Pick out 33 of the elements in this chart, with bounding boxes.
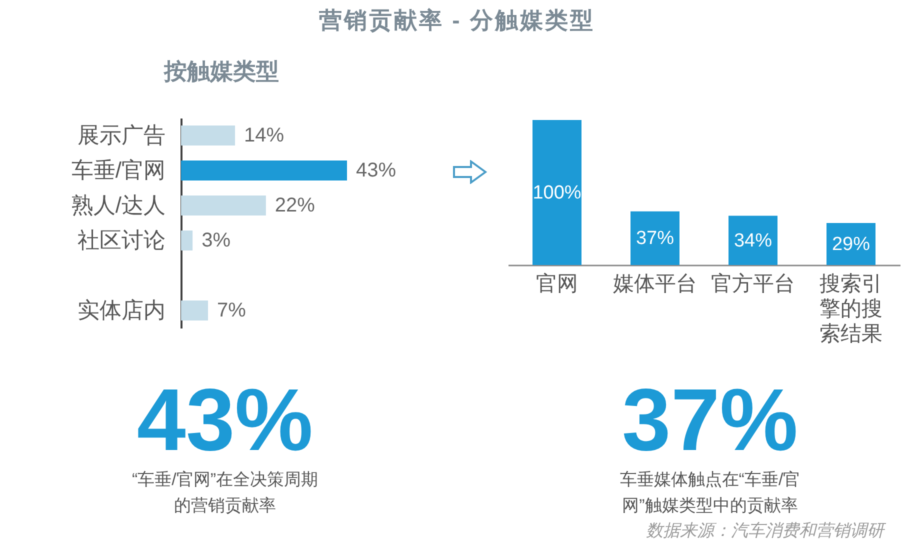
x-tick-label: 官方平台 [711,272,795,296]
y-tick-label: 车垂/官网 [71,158,166,182]
data-label: 34% [734,230,772,252]
bar [728,216,778,265]
bar [181,160,347,180]
y-tick-label: 熟人/达人 [71,192,166,218]
data-label: 14% [244,124,284,146]
x-tick-label: 媒体平台 [613,272,697,296]
text: 营销贡献率 - 分触媒类型 [318,6,596,35]
bar [532,120,582,265]
source-note: 数据来源：汽车消费和营销调研 [646,521,884,541]
text: 37% [620,370,800,469]
chart-subtitle: 按触媒类型 [163,58,279,84]
bar [181,300,208,320]
data-label: 29% [832,234,870,255]
bar [181,196,266,216]
data-label: 7% [217,300,246,322]
data-label: 100% [532,182,582,204]
data-label: 43% [356,160,396,182]
text: 43% [136,370,314,469]
bar [181,230,193,250]
bar [181,126,236,146]
bar [630,211,680,265]
y-tick-label: 实体店内 [78,298,166,322]
text: “车垂/官网”在全决策周期的营销贡献率 [132,470,318,515]
data-label: 37% [636,228,674,250]
x-tick-label: 官网 [536,272,578,296]
text: 车垂媒体触点在“车垂/官网”触媒类型中的贡献率 [620,470,800,515]
y-tick-label: 展示广告 [78,122,166,148]
data-label: 3% [202,230,231,252]
x-tick-label: 搜索引擎的搜索结果 [820,272,882,346]
data-label: 22% [274,194,316,216]
y-tick-label: 社区讨论 [78,228,166,252]
